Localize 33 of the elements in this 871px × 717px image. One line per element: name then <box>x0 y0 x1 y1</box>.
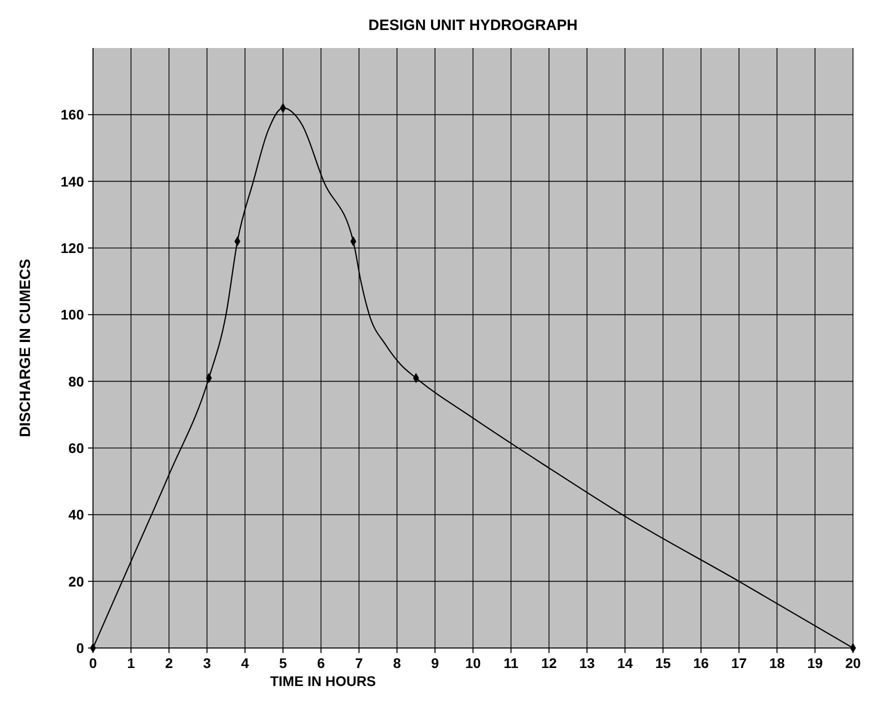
y-tick-label: 140 <box>60 173 84 190</box>
chart-title: DESIGN UNIT HYDROGRAPH <box>368 17 578 34</box>
x-tick-label: 18 <box>769 655 785 671</box>
x-tick-label: 15 <box>655 655 671 671</box>
x-tick-label: 6 <box>317 655 326 671</box>
y-tick-label: 120 <box>60 240 84 256</box>
y-tick-label: 40 <box>68 506 84 523</box>
y-tick-label: 60 <box>68 440 84 456</box>
x-tick-label: 4 <box>241 655 250 671</box>
x-tick-label: 11 <box>504 655 519 671</box>
x-tick-label: 16 <box>693 655 709 671</box>
x-tick-label: 3 <box>203 655 212 671</box>
y-tick-label: 100 <box>60 306 84 323</box>
x-tick-label: 0 <box>89 655 98 671</box>
y-tick-label: 160 <box>60 106 84 123</box>
x-tick-label: 5 <box>279 655 288 671</box>
x-tick-label: 13 <box>579 655 595 671</box>
x-tick-label: 7 <box>355 655 364 671</box>
y-tick-label: 20 <box>68 573 84 590</box>
y-tick-label: 80 <box>68 373 84 390</box>
x-tick-label: 20 <box>845 655 861 671</box>
x-tick-label: 19 <box>807 655 823 671</box>
x-tick-label: 2 <box>165 655 174 671</box>
x-tick-label: 10 <box>465 655 481 671</box>
x-tick-label: 1 <box>127 655 136 671</box>
x-tick-label: 9 <box>431 655 440 671</box>
x-tick-label: 14 <box>617 655 633 671</box>
x-tick-label: 12 <box>541 655 557 671</box>
x-tick-label: 17 <box>731 655 747 671</box>
y-tick-label: 0 <box>76 640 84 656</box>
x-axis-title: TIME IN HOURS <box>270 673 376 689</box>
y-axis-title: DISCHARGE IN CUMECS <box>17 258 34 438</box>
x-tick-label: 8 <box>393 655 402 671</box>
